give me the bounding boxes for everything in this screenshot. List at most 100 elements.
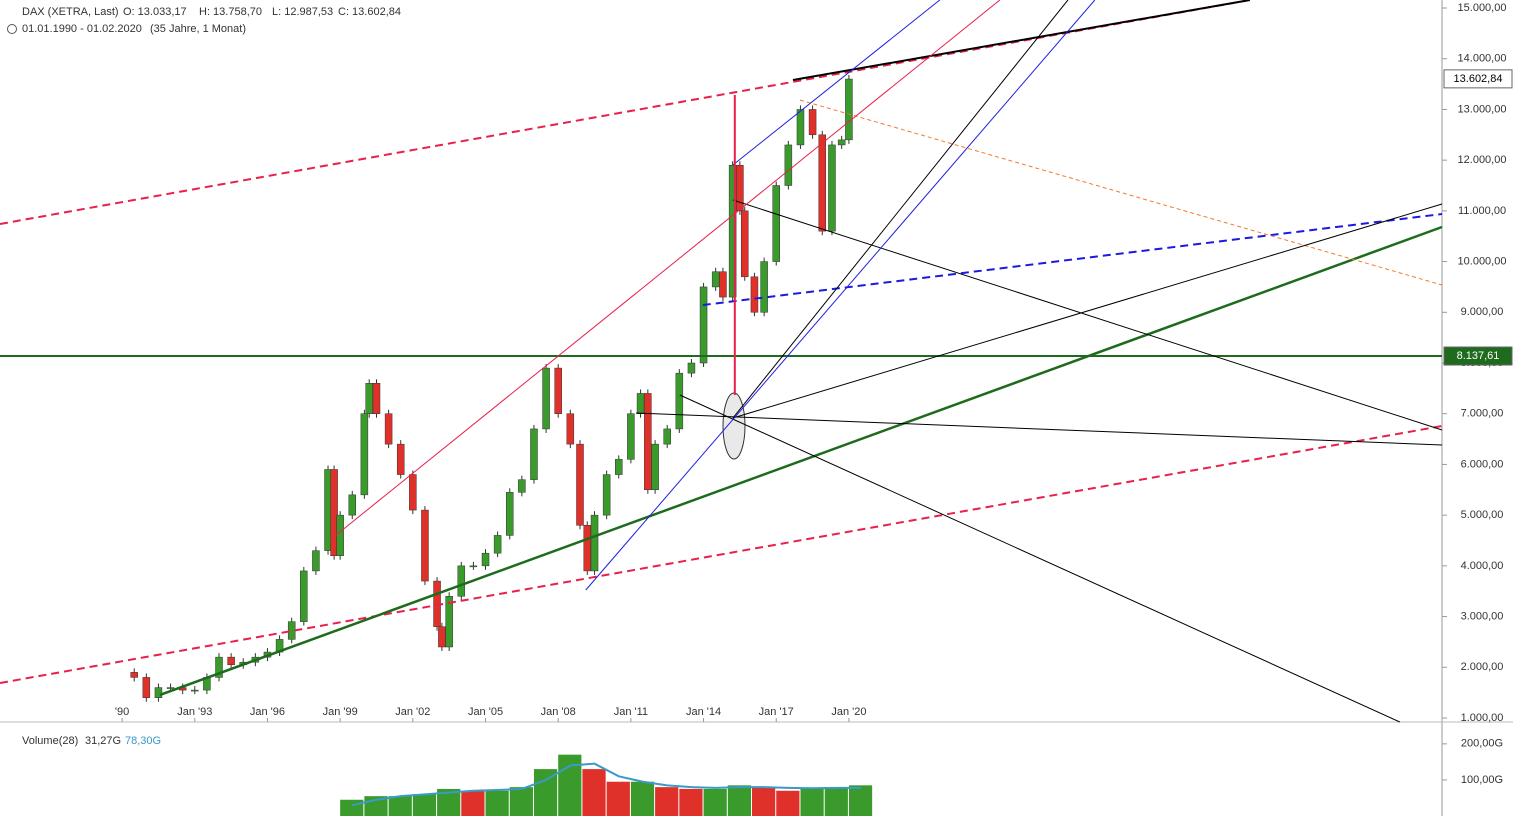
price-marker [1443,346,1513,366]
y-tick-label: 100,00G [1461,774,1503,786]
candle-body [602,474,611,516]
candle-body [576,443,584,526]
trend-line [792,0,1251,82]
candle-body [719,271,727,298]
candle-body [736,164,744,212]
candle-body [627,413,635,460]
x-tick-label: Jan '02 [395,706,430,718]
y-tick-label: 5.000,00 [1461,509,1504,521]
trend-line [585,0,1096,591]
y-tick-label: 2.000,00 [1461,661,1504,673]
candle-body [445,596,453,648]
candle-body [663,428,671,445]
candle-body [396,443,405,475]
x-tick-label: Jan '20 [831,706,866,718]
candle-body [837,139,846,146]
candle-body [365,383,373,414]
candle-body [130,672,138,678]
trend-line [732,203,1443,419]
price-marker [1443,69,1513,89]
candle-body [530,428,538,480]
y-tick-label: 11.000,00 [1458,205,1506,217]
candle-body [166,687,175,689]
candle-body [687,362,696,374]
y-tick-label: 13.000,00 [1458,103,1507,115]
volume-bar [727,785,752,816]
candle-body [154,687,163,698]
volume-bar [776,790,800,816]
price-marker-label: 8.137,61 [1457,350,1500,362]
y-tick-label: 6.000,00 [1461,458,1504,470]
volume-bar [437,788,461,816]
chart-title: DAX (XETRA, Last) [22,6,119,18]
candle-body [554,367,562,414]
y-tick-label: 200,00G [1461,738,1503,750]
high-label: H: 13.758,70 [199,6,262,18]
volume-bar [655,787,679,816]
volume-bar [848,785,873,816]
candle-body [750,276,759,313]
candle-body [336,514,344,556]
candle-body [590,514,599,572]
candle-body [845,78,853,141]
candle-body [457,565,466,597]
candle-body [796,109,805,146]
candle-body [711,271,720,288]
trend-line [702,213,1443,307]
candle-body [300,570,308,622]
candle-body [142,677,151,698]
price-marker-label: 13.602,84 [1454,73,1503,85]
candle-body [421,509,429,582]
volume-bar [340,799,364,816]
candle-body [330,469,338,556]
trend-line [679,394,1401,723]
y-tick-label: 9.000,00 [1461,306,1504,318]
candle-body [409,474,417,511]
candle-body [191,689,199,692]
candle-body [227,656,235,665]
candle-body [360,413,369,496]
candle-body [740,210,749,278]
volume-bar [800,788,824,816]
volume-bar [461,790,485,816]
trend-line [732,0,1069,419]
y-tick-label: 15.000,00 [1458,2,1507,14]
trend-line [0,425,1443,684]
trend-line [329,0,1001,541]
candle-body [481,552,490,567]
low-label: L: 12.987,53 [272,6,333,18]
trend-line [732,0,941,166]
trend-line [732,199,1443,431]
volume-bar [582,769,606,816]
candle-body [583,525,592,572]
y-tick-label: 12.000,00 [1458,154,1507,166]
candle-body [384,413,393,445]
candle-body [566,413,575,445]
candle-body [699,286,708,364]
candle-body [772,185,780,262]
ma-label: 78,30G [125,735,161,747]
candle-body [312,550,320,572]
trend-line [159,225,1443,697]
volume-bar [630,781,655,816]
candle-body [469,565,478,568]
date-range: 01.01.1990 - 01.02.2020 [22,23,142,35]
x-tick-label: '90 [115,706,129,718]
x-tick-label: Jan '17 [759,706,794,718]
candle-body [636,393,645,414]
volume-bar [703,788,727,816]
volume-bar [412,794,437,816]
trend-line [635,412,1443,446]
duration: (35 Jahre, 1 Monat) [150,23,246,35]
candle-body [760,261,768,313]
candle-body [372,383,381,414]
volume-label: 31,27G [85,735,121,747]
candle-body [438,626,446,648]
x-tick-label: Jan '99 [323,706,358,718]
volume-bar [509,787,533,816]
candle-body [542,367,550,430]
volume-bar [533,769,558,816]
volume-bar [679,788,703,816]
